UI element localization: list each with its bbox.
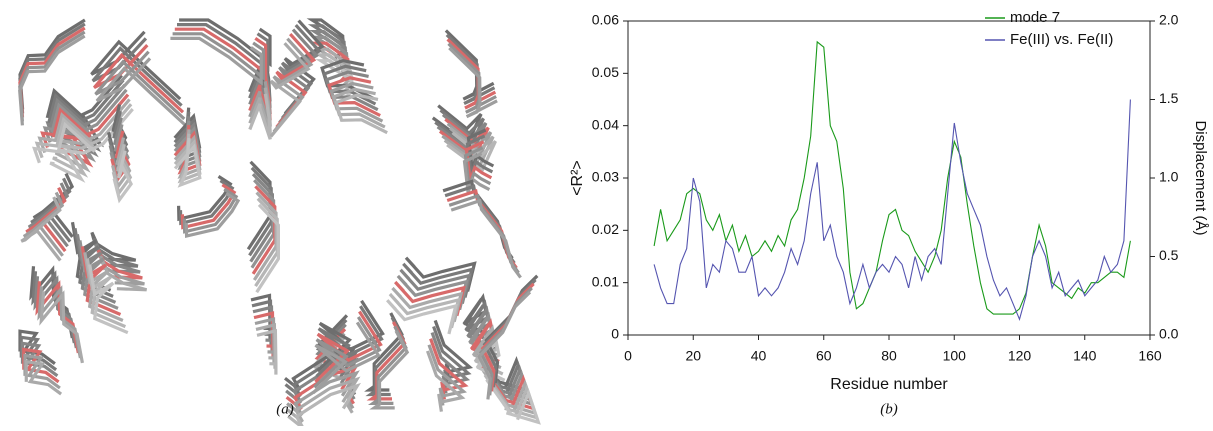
backbone-trace [477,290,532,400]
legend-label: mode 7 [1010,9,1060,26]
y-tick-label: 0.06 [592,12,619,28]
backbone-trace [430,332,471,394]
backbone-trace [447,42,497,114]
x-tick-label: 0 [624,348,632,364]
panel-caption: (a) [276,401,294,417]
backbone-trace [53,98,131,146]
y2-axis-label: Displacement (Å) [1192,120,1209,235]
backbone-trace [485,378,541,425]
legend-label: Fe(III) vs. Fe(II) [1010,31,1113,48]
backbone-trace [448,46,498,119]
y2-tick-label: 2.0 [1159,12,1179,28]
backbone-trace [184,191,241,239]
backbone-trace [312,47,352,89]
backbone-trace [182,187,239,234]
backbone-trace [450,198,522,279]
backbone-trace [55,103,133,150]
backbone-trace [177,23,270,72]
backbone-trace [174,27,268,77]
backbone-trace [25,187,67,253]
backbone-trace [255,203,280,294]
backbone-trace [51,93,130,141]
backbone-trace [32,146,86,183]
backbone-trace [22,191,65,257]
y2-tick-label: 0.5 [1159,247,1179,263]
backbone-trace [425,350,466,412]
backbone-trace [19,335,58,372]
x-tick-label: 60 [816,348,832,364]
backbone-trace [172,32,265,82]
backbone-trace [37,136,91,173]
backbone-trace [433,319,474,382]
y2-tick-label: 1.5 [1159,90,1179,106]
backbone-trace [445,33,496,106]
backbone-trace [177,175,233,222]
y2-tick-label: 0.0 [1159,326,1179,342]
backbone-trace [112,150,133,204]
y-tick-label: 0.05 [592,64,619,80]
backbone-trace [88,264,129,335]
backbone-trace [96,249,143,280]
backbone-trace [39,290,84,364]
x-tick-label: 160 [1138,348,1162,364]
x-tick-label: 20 [685,348,701,364]
backbone-trace [50,88,128,136]
backbone-trace [432,325,472,388]
backbone-trace [90,231,137,262]
y-tick-label: 0 [611,326,619,342]
y-tick-label: 0.04 [592,116,619,132]
backbone-trace [386,299,458,335]
backbone-trace [180,183,237,230]
backbone-trace [170,36,263,86]
backbone-trace [18,34,86,126]
backbone-trace [94,243,141,274]
backbone-trace [24,359,63,396]
x-tick-label: 80 [881,348,897,364]
backbone-trace [20,341,59,378]
y-tick-label: 0.03 [592,169,619,185]
backbone-trace [92,237,139,268]
backbone-trace [256,328,278,375]
backbone-trace [269,42,311,138]
x-tick-label: 140 [1073,348,1097,364]
backbone-trace [444,29,495,101]
backbone-trace [369,330,410,410]
backbone-trace [429,338,469,400]
backbone-trace [23,353,61,390]
backbone-trace [22,347,60,384]
backbone-trace [101,261,148,292]
y-tick-label: 0.01 [592,273,619,289]
backbone-trace [99,255,145,286]
backbone-trace [173,137,202,188]
panel-caption: (b) [880,401,898,417]
protein-structure [18,18,541,430]
backbone-trace [475,336,506,382]
backbone-trace [18,329,56,365]
x-tick-label: 100 [943,348,967,364]
x-tick-label: 40 [751,348,767,364]
backbone-trace [312,321,381,394]
backbone-trace [334,93,388,135]
backbone-trace [446,38,497,110]
x-tick-label: 120 [1008,348,1032,364]
y2-tick-label: 1.0 [1159,169,1179,185]
y-tick-label: 0.02 [592,221,619,237]
backbone-trace [178,179,235,226]
backbone-trace [95,57,187,127]
backbone-trace [248,93,272,140]
backbone-trace [56,108,134,155]
y-axis-label: <R²> [569,160,586,196]
backbone-trace [34,141,89,178]
backbone-trace [94,50,186,121]
series-line [653,40,1131,315]
series-line [653,99,1131,321]
backbone-trace [427,344,467,406]
backbone-trace [20,196,62,262]
x-axis-label: Residue number [830,376,948,393]
